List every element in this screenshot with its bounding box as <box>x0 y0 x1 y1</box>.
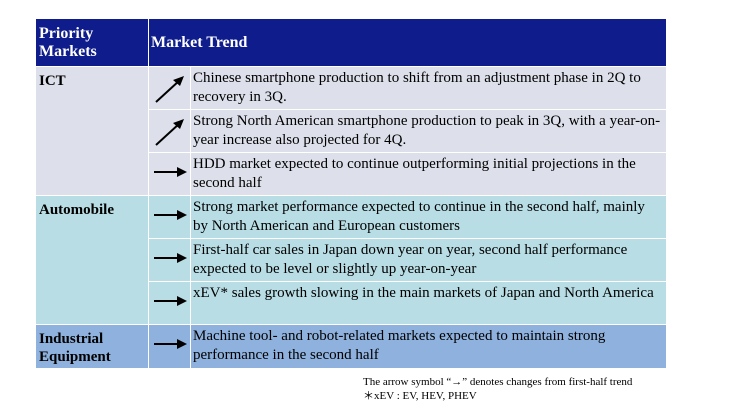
trend-text: Machine tool- and robot-related markets … <box>190 324 667 369</box>
category-industrial-equipment: Industrial Equipment <box>35 324 149 369</box>
table-header-row: Priority Markets Market Trend <box>35 18 667 67</box>
trend-text: Strong market performance expected to co… <box>190 195 667 239</box>
category-automobile: Automobile <box>35 195 149 325</box>
right-arrow-icon <box>154 296 187 306</box>
arrow-cell <box>148 66 191 110</box>
right-arrow-icon <box>154 210 187 220</box>
table-row: Industrial Equipment Machine tool- and r… <box>35 324 667 369</box>
right-arrow-icon <box>154 167 187 177</box>
arrow-cell <box>148 109 191 153</box>
arrow-cell <box>148 152 191 196</box>
table-row: Automobile Strong market performance exp… <box>35 195 667 325</box>
right-arrow-icon <box>154 339 187 349</box>
market-trend-table-wrap: Priority Markets Market Trend ICT Chines… <box>35 18 667 369</box>
arrow-cell <box>148 238 191 282</box>
table-row: First-half car sales in Japan down year … <box>36 238 667 282</box>
up-right-arrow-icon <box>155 119 184 146</box>
xev-footnote: ＊xEV : EV, HEV, PHEV <box>363 390 477 402</box>
right-arrow-icon <box>154 253 187 263</box>
arrow-cell <box>148 324 191 369</box>
trend-text: Chinese smartphone production to shift f… <box>190 66 667 110</box>
trend-text: HDD market expected to continue outperfo… <box>190 152 667 196</box>
trend-text: First-half car sales in Japan down year … <box>190 238 667 282</box>
arrow-footnote: The arrow symbol “→” denotes changes fro… <box>363 376 633 388</box>
up-right-arrow-icon <box>155 76 184 103</box>
table-row: ICT Chinese smartphone production to shi… <box>35 66 667 196</box>
table-row: HDD market expected to continue outperfo… <box>36 152 667 196</box>
category-ict: ICT <box>35 66 149 196</box>
header-priority-markets: Priority Markets <box>35 18 149 67</box>
arrow-cell <box>148 195 191 239</box>
trend-text: Strong North American smartphone product… <box>190 109 667 153</box>
footnotes: The arrow symbol “→” denotes changes fro… <box>363 375 632 403</box>
arrow-cell <box>148 281 191 325</box>
market-trend-table: Priority Markets Market Trend ICT Chines… <box>35 18 667 369</box>
trend-text: xEV* sales growth slowing in the main ma… <box>190 281 667 325</box>
header-market-trend: Market Trend <box>148 18 667 67</box>
